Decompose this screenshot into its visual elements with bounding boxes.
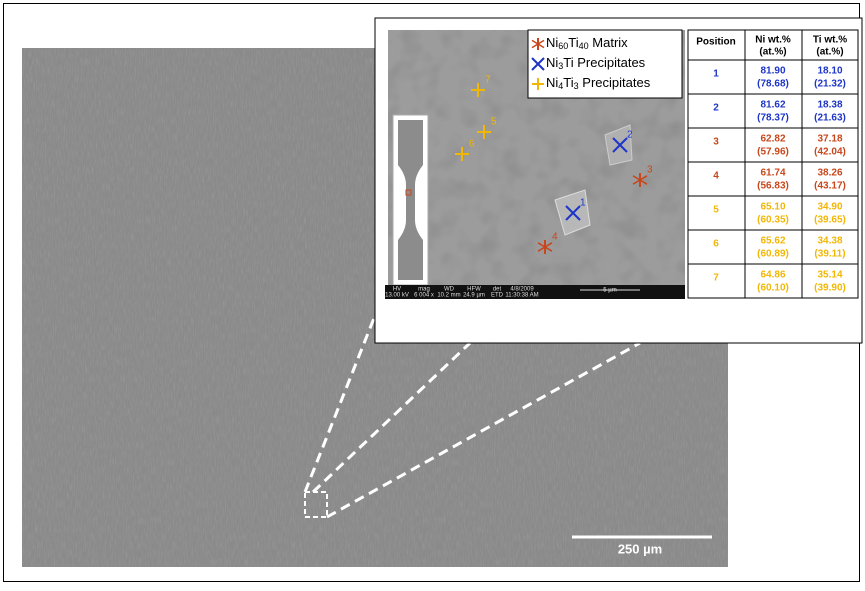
table-cell: (21.32) [814, 79, 846, 90]
sem-info-value: 24.9 µm [463, 293, 485, 299]
table-cell: 34.90 [817, 202, 842, 213]
table-cell: (60.89) [757, 249, 789, 260]
point-label: 7 [485, 75, 491, 86]
legend-text: Ni [546, 55, 558, 70]
point-label: 5 [491, 117, 497, 128]
table-cell: 7 [713, 273, 719, 284]
table-cell: 3 [713, 137, 719, 148]
sem-info-value: 6 004 x [414, 293, 434, 299]
sem-scale-label: 5 µm [603, 288, 616, 294]
table-cell: 64.86 [760, 270, 785, 281]
table-cell: 6 [713, 239, 719, 250]
table-cell: 37.18 [817, 134, 842, 145]
legend-text: Matrix [589, 35, 629, 50]
table-cell: (60.35) [757, 215, 789, 226]
table-cell: (39.90) [814, 283, 846, 294]
table-cell: (39.11) [814, 249, 845, 260]
sem-info-value: 11:30:38 AM [505, 293, 538, 299]
table-cell: 81.62 [760, 100, 785, 111]
table-cell: 35.14 [817, 270, 842, 281]
table-cell: (56.83) [757, 181, 789, 192]
legend-text: Precipitates [579, 75, 651, 90]
table-cell: (21.63) [814, 113, 846, 124]
table-cell: (43.17) [814, 181, 846, 192]
table-cell: 18.38 [817, 100, 842, 111]
table-header: Ni wt.% [755, 35, 791, 46]
table-cell: (78.37) [757, 113, 789, 124]
table-cell: 81.90 [760, 66, 785, 77]
table-cell: (78.68) [757, 79, 789, 90]
table-header: (at.%) [816, 47, 843, 58]
table-cell: 5 [713, 205, 719, 216]
legend-text: Ti Precipitates [563, 55, 645, 70]
sem-info-value: ETD [491, 293, 504, 299]
point-label: 1 [580, 198, 586, 209]
legend-subscript: 40 [579, 41, 589, 51]
table-cell: (42.04) [814, 147, 846, 158]
figure: 250 µm PositionNi wt.%(at.%)Ti wt.%(at.%… [0, 0, 865, 586]
legend-subscript: 60 [558, 41, 568, 51]
table-cell: 62.82 [760, 134, 785, 145]
table-header: (at.%) [759, 47, 786, 58]
table-cell: 65.10 [760, 202, 785, 213]
sem-info-value: 13.00 kV [385, 293, 409, 299]
table-cell: 2 [713, 103, 719, 114]
legend-text: Ni [546, 35, 558, 50]
point-label: 4 [552, 232, 558, 243]
table-cell: 1 [713, 69, 719, 80]
table-cell: (57.96) [757, 147, 789, 158]
point-label: 3 [647, 165, 653, 176]
point-label: 6 [469, 139, 475, 150]
table-cell: 18.10 [817, 66, 842, 77]
table-cell: (39.65) [814, 215, 846, 226]
table-cell: 61.74 [760, 168, 785, 179]
table-cell: 38.26 [817, 168, 842, 179]
table-header: Position [696, 37, 735, 48]
table-cell: (60.10) [757, 283, 789, 294]
legend-text: Ti [563, 75, 573, 90]
legend-text: Ti [568, 35, 578, 50]
table-cell: 65.62 [760, 236, 785, 247]
table-header: Ti wt.% [813, 35, 847, 46]
point-label: 2 [627, 130, 633, 141]
legend-text: Ni [546, 75, 558, 90]
scale-bar-label: 250 µm [618, 541, 662, 556]
table-cell: 4 [713, 171, 719, 182]
sem-info-value: 10.2 mm [437, 293, 460, 299]
table-cell: 34.38 [817, 236, 842, 247]
